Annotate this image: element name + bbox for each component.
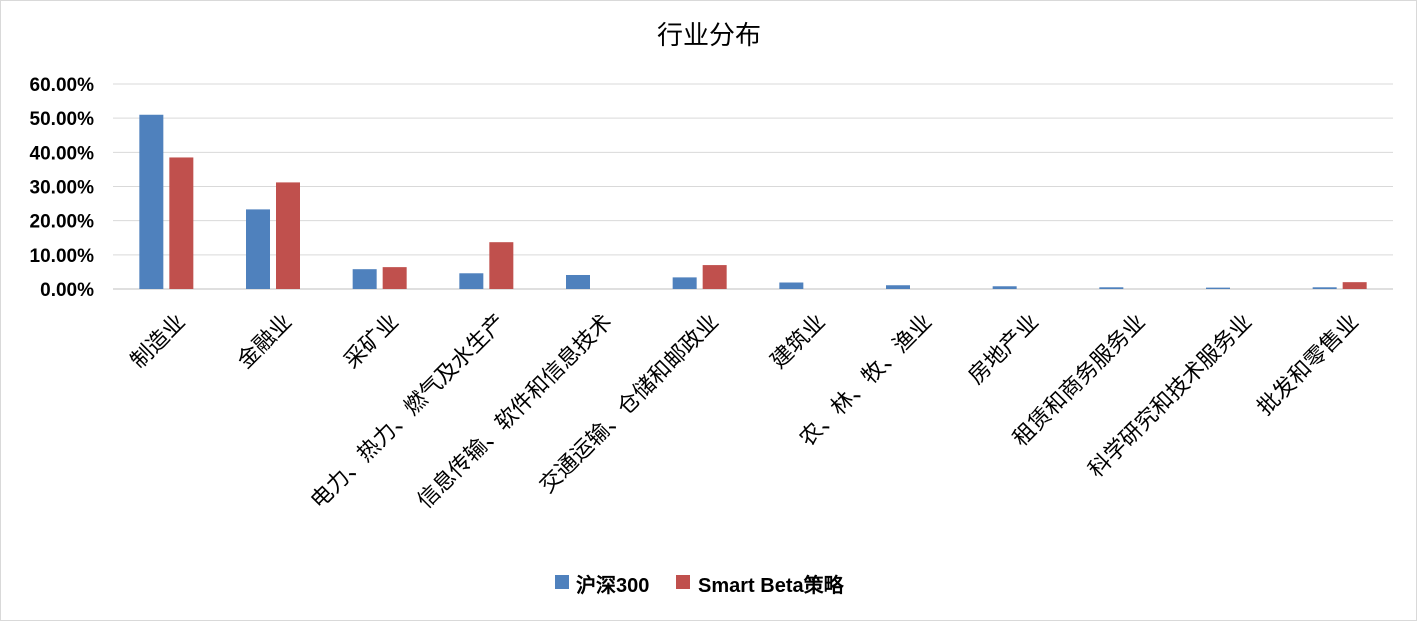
- x-axis-ticks: 制造业 金融业 采矿业电力、热力、燃气及水生产信息传输、软件和信息技术交通运输、仓储…: [126, 310, 1364, 514]
- x-tick-label: 房地产业: [964, 310, 1044, 390]
- chart-title: 行业分布: [657, 21, 761, 51]
- x-tick-label: 建筑业: [766, 310, 830, 374]
- bar-hs300: [139, 114, 164, 289]
- y-tick-label: 30.00%: [30, 178, 95, 199]
- gridlines: [113, 83, 1393, 290]
- legend-label-hs300: 沪深300: [576, 573, 649, 597]
- bar-hs300: [672, 277, 697, 289]
- x-tick-label: 批发和零售业: [1253, 310, 1364, 421]
- legend-swatch-smart-beta: [676, 575, 690, 589]
- x-tick-label: 采矿业: [340, 310, 404, 374]
- y-tick-label: 10.00%: [30, 246, 95, 267]
- bar-smart-beta: [382, 267, 407, 289]
- x-tick-label: 交通运输、仓储和邮政业: [535, 310, 724, 499]
- y-axis-ticks: 0.00% 10.00% 20.00% 30.00% 40.00% 50.00% 60.00…: [30, 75, 95, 301]
- bar-hs300: [1312, 287, 1337, 289]
- bar-smart-beta: [169, 157, 194, 289]
- bar-hs300: [352, 269, 377, 289]
- x-tick-label: 金融业: [233, 310, 297, 374]
- bar-hs300: [566, 274, 590, 289]
- x-tick-label: 信息传输、软件和信息技术: [413, 310, 617, 514]
- bar-hs300: [1099, 287, 1124, 289]
- y-tick-label: 50.00%: [30, 109, 95, 130]
- bar-smart-beta: [1342, 282, 1367, 289]
- legend: 沪深300 Smart Beta策略: [555, 573, 845, 597]
- bar-hs300: [1206, 287, 1230, 289]
- y-tick-label: 40.00%: [30, 143, 95, 164]
- bar-smart-beta: [276, 182, 300, 289]
- y-tick-label: 20.00%: [30, 212, 95, 233]
- x-tick-label: 电力、热力、燃气及水生产: [306, 310, 510, 514]
- bar-hs300: [886, 285, 910, 289]
- bar-hs300: [246, 209, 270, 289]
- bar-smart-beta: [702, 265, 727, 289]
- y-tick-label: 0.00%: [40, 280, 94, 301]
- bar-hs300: [992, 286, 1017, 289]
- y-tick-label: 60.00%: [30, 75, 95, 96]
- x-tick-label: 制造业: [126, 310, 190, 374]
- bar-smart-beta: [489, 242, 514, 289]
- legend-swatch-hs300: [555, 575, 569, 589]
- legend-label-smart-beta: Smart Beta策略: [698, 573, 845, 597]
- bars: [139, 114, 1367, 289]
- bar-hs300: [779, 282, 804, 289]
- bar-hs300: [459, 273, 484, 289]
